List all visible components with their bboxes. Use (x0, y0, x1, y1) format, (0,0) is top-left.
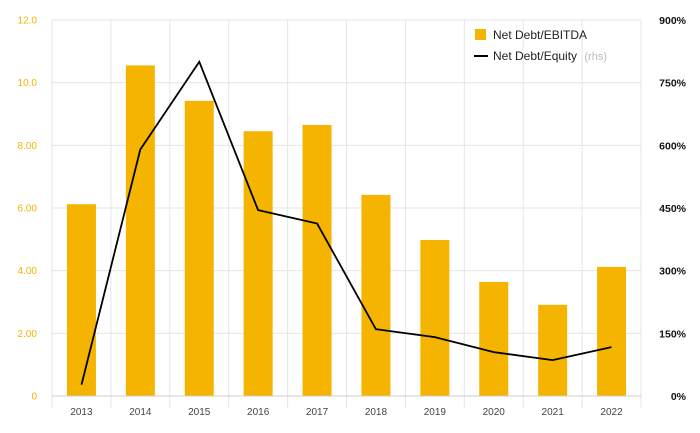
bar-2021 (538, 304, 568, 396)
bar-2020 (479, 281, 509, 396)
line-net-debt-equity (80, 59, 612, 385)
x-tick-label: 2020 (483, 407, 506, 418)
gridlines (51, 19, 642, 408)
legend-label-rhs-note: (rhs) (584, 51, 607, 63)
y-right-tick-label: 300% (659, 266, 687, 278)
y-right-tick-label: 900% (659, 15, 687, 27)
y-left-tick-label: 12.0 (18, 16, 38, 27)
y-left-tick-label: 10.0 (18, 78, 38, 89)
y-right-tick-label: 150% (659, 328, 687, 340)
y-right-tick-label: 0% (671, 391, 687, 403)
bar-series-net-debt-ebitda (66, 65, 627, 396)
y-right-tick-label: 450% (659, 203, 687, 215)
legend-label-net-debt-equity: Net Debt/Equity (rhs) (493, 49, 607, 63)
x-tick-label: 2022 (600, 407, 623, 418)
x-tick-label: 2014 (129, 407, 152, 418)
y-left-tick-label: 0 (31, 392, 37, 403)
y-left-tick-label: 2.00 (18, 329, 38, 340)
legend-label-net-debt-equity-name: Net Debt/Equity (493, 49, 577, 63)
axes: 0 2.00 4.00 6.00 8.00 10.0 12.0 0% 150% 300% 450% 6… (18, 15, 687, 418)
bar-2014 (125, 65, 155, 396)
legend: Net Debt/EBITDA Net Debt/Equity (rhs) (474, 28, 607, 63)
bar-2019 (420, 239, 450, 396)
bar-2016 (243, 131, 273, 396)
y-left-tick-label: 8.00 (18, 141, 38, 152)
legend-label-net-debt-ebitda: Net Debt/EBITDA (493, 28, 587, 42)
y-right-tick-label: 600% (659, 140, 687, 152)
y-right-tick-label: 750% (659, 78, 687, 90)
bar-2017 (302, 124, 332, 396)
y-left-tick-label: 4.00 (18, 266, 38, 277)
x-tick-label: 2013 (70, 407, 93, 418)
x-tick-label: 2018 (365, 407, 388, 418)
y-left-tick-label: 6.00 (18, 204, 38, 215)
line-series-net-debt-equity (80, 59, 612, 385)
bar-2022 (597, 266, 627, 396)
x-tick-label: 2021 (542, 407, 565, 418)
x-tick-label: 2016 (247, 407, 270, 418)
x-tick-label: 2015 (188, 407, 211, 418)
bar-2018 (361, 194, 391, 396)
bar-2013 (66, 204, 96, 396)
legend-swatch-bar (475, 29, 486, 40)
x-tick-label: 2017 (306, 407, 329, 418)
x-tick-label: 2019 (424, 407, 447, 418)
bar-2015 (184, 100, 214, 396)
